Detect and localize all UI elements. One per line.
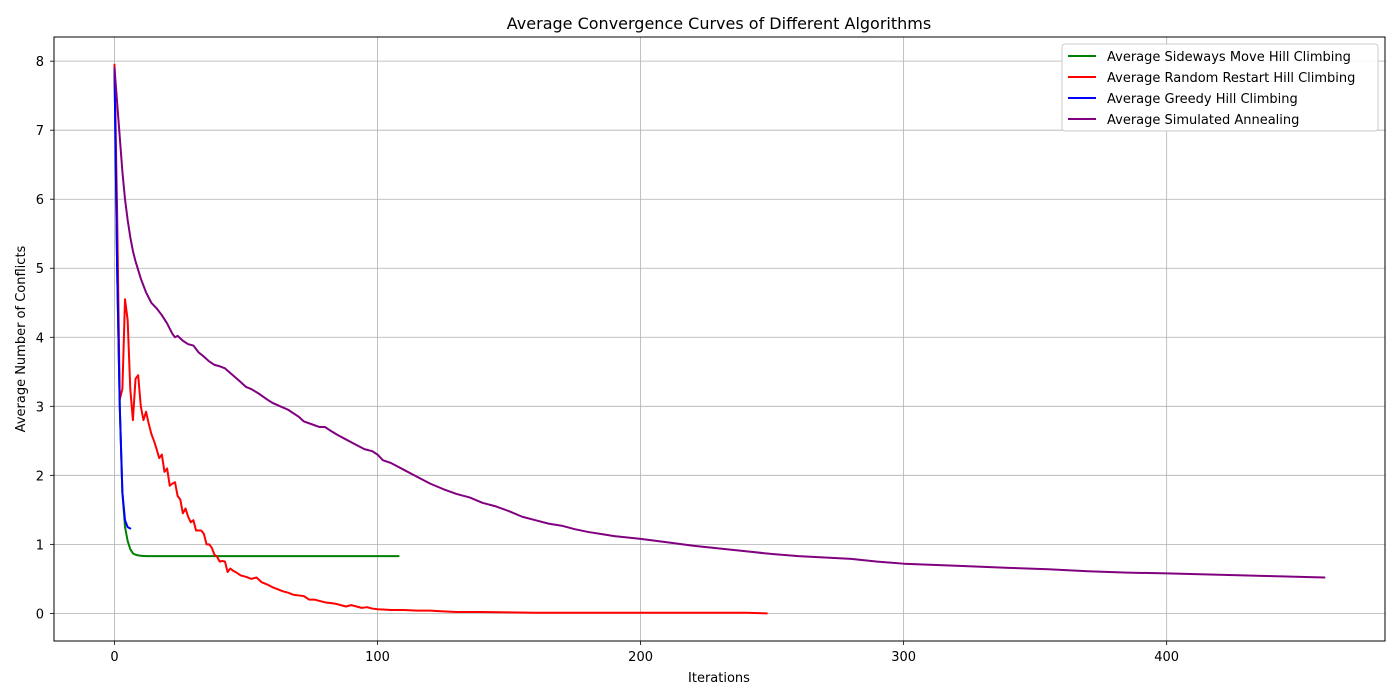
legend-label: Average Simulated Annealing	[1107, 113, 1299, 128]
legend: Average Sideways Move Hill Climbing Avera…	[1061, 43, 1379, 132]
x-tick-label: 200	[628, 650, 653, 665]
x-tick-label: 100	[365, 650, 390, 665]
x-tick-label: 400	[1154, 650, 1179, 665]
y-tick-label: 8	[36, 55, 44, 70]
y-axis-title: Average Number of Conflicts	[14, 245, 29, 432]
legend-label: Average Greedy Hill Climbing	[1107, 92, 1298, 107]
x-axis-title: Iterations	[688, 671, 750, 686]
y-tick-label: 7	[36, 124, 44, 139]
plot-frame	[53, 36, 1386, 642]
y-tick-label: 6	[36, 193, 44, 208]
series-lines	[113, 63, 1326, 615]
series-line-average-greedy-hill-climbing	[113, 67, 132, 530]
y-tick-label: 3	[36, 400, 44, 415]
grid-lines	[54, 37, 1385, 641]
y-tick-label: 2	[36, 469, 44, 484]
y-tick-label: 0	[36, 607, 44, 622]
y-tick-label: 4	[36, 331, 44, 346]
axis-ticks: 0 100 200 300 400 0 1 2 3 4 5 6 7 8	[36, 55, 1179, 665]
y-tick-label: 1	[36, 538, 44, 553]
legend-box	[1061, 43, 1379, 132]
x-tick-label: 300	[891, 650, 916, 665]
chart-title: Average Convergence Curves of Different …	[507, 14, 931, 33]
x-tick-label: 0	[110, 650, 118, 665]
y-tick-label: 5	[36, 262, 44, 277]
series-line-average-simulated-annealing	[113, 67, 1326, 579]
series-line-average-random-restart-hill-climbing	[113, 63, 768, 615]
legend-label: Average Sideways Move Hill Climbing	[1107, 50, 1351, 65]
legend-label: Average Random Restart Hill Climbing	[1107, 71, 1355, 86]
